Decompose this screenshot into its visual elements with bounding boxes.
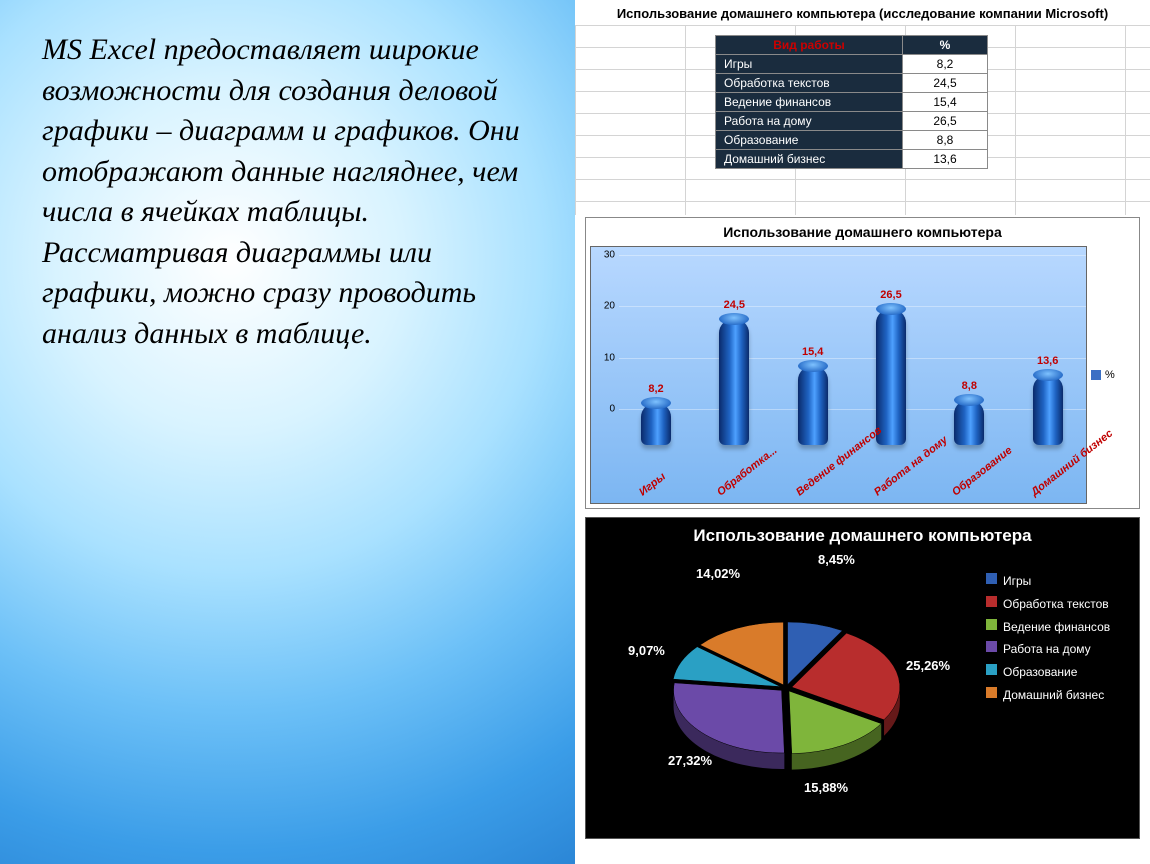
bar-ytick: 20 [589,301,615,312]
pie-legend-item: Домашний бизнес [986,684,1133,707]
pie-pct-label: 27,32% [668,753,712,768]
pie-legend-swatch [986,641,997,652]
bar-category-label: Игры [637,471,668,499]
right-panel: Использование домашнего компьютера (иссл… [575,0,1150,864]
pie-legend-label: Обработка текстов [1003,593,1109,616]
table-cell-value: 24,5 [903,74,988,93]
pie-chart-title: Использование домашнего компьютера [586,518,1139,548]
bar [876,309,906,445]
table-cell-value: 13,6 [903,150,988,169]
table-cell-value: 15,4 [903,93,988,112]
bar-ytick: 10 [589,352,615,363]
bar [1033,375,1063,445]
table-cell-value: 26,5 [903,112,988,131]
page: MS Excel предоставляет широкие возможнос… [0,0,1150,864]
table-row: Ведение финансов15,4 [716,93,988,112]
table-cell-category: Игры [716,55,903,74]
bar-legend-label: % [1105,369,1115,381]
bar-ytick: 30 [589,250,615,261]
bar-category-label: Обработка... [715,444,780,498]
pie-legend-swatch [986,619,997,630]
table-row: Работа на дому26,5 [716,112,988,131]
bar [719,319,749,445]
pie-slice [674,683,785,753]
pie-pct-label: 15,88% [804,780,848,795]
bar-value-label: 13,6 [1037,355,1058,367]
table-cell-value: 8,2 [903,55,988,74]
pie-legend-label: Работа на дому [1003,638,1091,661]
table-row: Обработка текстов24,5 [716,74,988,93]
bar-value-label: 8,8 [962,380,977,392]
table-header-category: Вид работы [716,36,903,55]
pie-legend-swatch [986,596,997,607]
bar-legend-swatch [1091,370,1101,380]
bar-value-label: 8,2 [648,383,663,395]
intro-text: MS Excel предоставляет широкие возможнос… [42,30,533,354]
bar-chart-panel: Использование домашнего компьютера 0 10 20… [585,217,1140,509]
pie-pct-label: 25,26% [906,658,950,673]
pie-chart-plot: 8,45% 25,26% 15,88% 27,32% 9,07% 14,02% [586,548,986,796]
pie-legend-swatch [986,664,997,675]
pie-chart-legend: ИгрыОбработка текстовВедение финансовРаб… [986,548,1139,796]
bars-row: 8,2 24,5 15,4 26,5 8,8 13,6 [631,255,1078,445]
table-row: Игры8,2 [716,55,988,74]
table-cell-category: Работа на дому [716,112,903,131]
pie-legend-label: Образование [1003,661,1077,684]
pie-pct-label: 9,07% [628,643,665,658]
bar-value-label: 26,5 [880,289,901,301]
table-header-percent: % [903,36,988,55]
bar [954,400,984,445]
bar-ytick: 0 [589,404,615,415]
pie-legend-label: Игры [1003,570,1031,593]
table-cell-category: Домашний бизнес [716,150,903,169]
bar-value-label: 15,4 [802,346,823,358]
bar [798,366,828,445]
bar [641,403,671,445]
table-row: Домашний бизнес13,6 [716,150,988,169]
pie-legend-item: Обработка текстов [986,593,1133,616]
pie-legend-item: Ведение финансов [986,616,1133,639]
bar-value-label: 24,5 [724,299,745,311]
bar-chart-plot: 0 10 20 30 8,2 24,5 15,4 26,5 8,8 13,6 Игры Обработ… [590,246,1087,504]
table-row: Образование8,8 [716,131,988,150]
bar-category-label: Образование [950,444,1015,498]
bar-chart-title: Использование домашнего компьютера [586,218,1139,242]
pie-chart-panel: Использование домашнего компьютера 8,45%… [585,517,1140,839]
pie-legend-label: Домашний бизнес [1003,684,1104,707]
pie-legend-item: Образование [986,661,1133,684]
pie-legend-swatch [986,687,997,698]
spreadsheet-area: Вид работы % Игры8,2Обработка текстов24,… [575,25,1150,215]
data-table: Вид работы % Игры8,2Обработка текстов24,… [715,35,988,169]
pie-pct-label: 8,45% [818,552,855,567]
left-panel: MS Excel предоставляет широкие возможнос… [0,0,575,864]
pie-legend-item: Игры [986,570,1133,593]
table-cell-category: Обработка текстов [716,74,903,93]
table-cell-value: 8,8 [903,131,988,150]
pie-legend-swatch [986,573,997,584]
section-title: Использование домашнего компьютера (иссл… [575,0,1150,25]
table-cell-category: Образование [716,131,903,150]
pie-legend-label: Ведение финансов [1003,616,1110,639]
bar-chart-legend: % [1091,242,1139,508]
pie-legend-item: Работа на дому [986,638,1133,661]
table-cell-category: Ведение финансов [716,93,903,112]
pie-pct-label: 14,02% [696,566,740,581]
